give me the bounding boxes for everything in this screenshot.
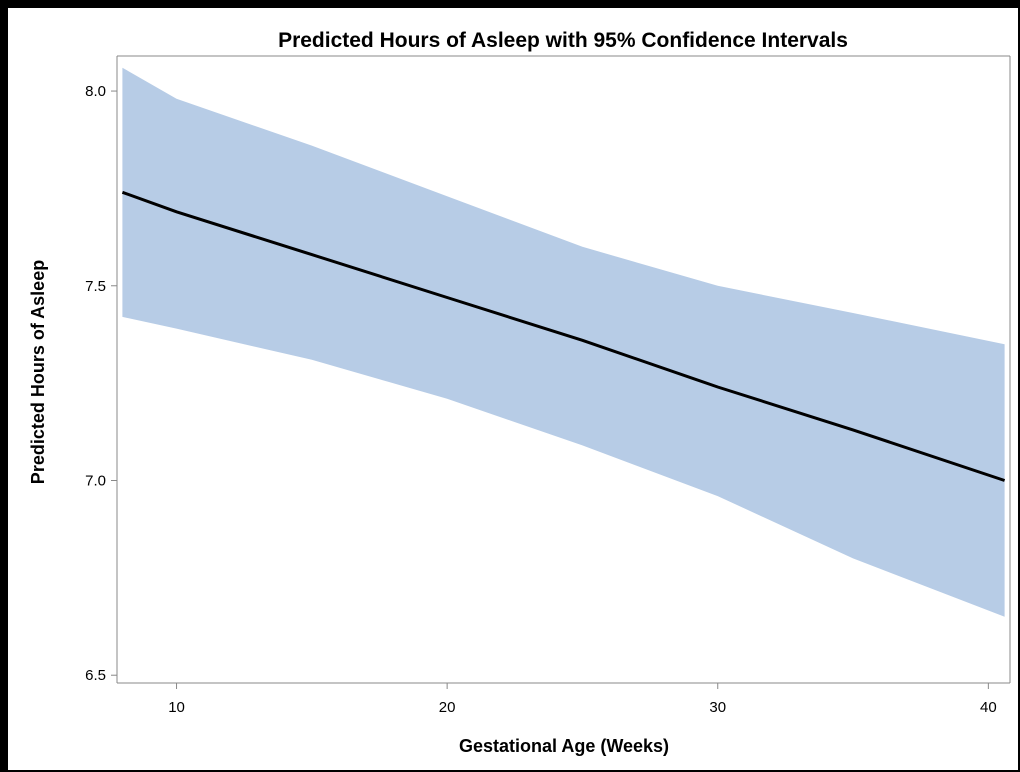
y-tick-label: 7.5 bbox=[85, 278, 106, 295]
x-axis-label: Gestational Age (Weeks) bbox=[459, 736, 669, 756]
x-tick-label: 20 bbox=[439, 699, 456, 716]
y-tick-label: 8.0 bbox=[85, 83, 106, 100]
chart-title: Predicted Hours of Asleep with 95% Confi… bbox=[278, 29, 848, 52]
prediction-line bbox=[121, 190, 1006, 482]
y-tick-label: 6.5 bbox=[85, 667, 106, 684]
x-tick-label: 30 bbox=[709, 699, 726, 716]
y-axis-label: Predicted Hours of Asleep bbox=[28, 260, 48, 484]
y-tick-label: 7.0 bbox=[85, 472, 106, 489]
x-tick-label: 10 bbox=[168, 699, 185, 716]
confidence-band bbox=[122, 67, 1005, 617]
x-tick-label: 40 bbox=[980, 699, 997, 716]
